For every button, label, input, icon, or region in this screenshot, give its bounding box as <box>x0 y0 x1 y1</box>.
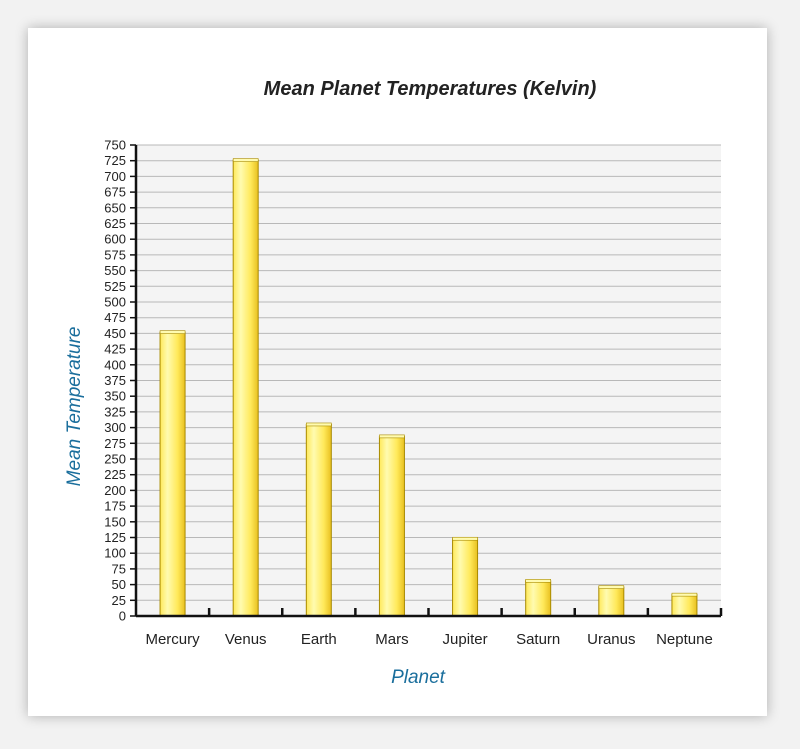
y-tick-label: 225 <box>104 467 126 482</box>
y-tick-label: 125 <box>104 530 126 545</box>
y-tick-label: 300 <box>104 420 126 435</box>
axes <box>130 144 723 618</box>
y-tick-label: 275 <box>104 436 126 451</box>
bar-mars <box>378 435 405 617</box>
y-tick-label: 650 <box>104 200 126 215</box>
y-tick-label: 200 <box>104 483 126 498</box>
y-tick-label: 500 <box>104 295 126 310</box>
y-tick-label: 325 <box>104 404 126 419</box>
y-tick-label: 425 <box>104 342 126 357</box>
x-tick-label: Saturn <box>516 631 560 648</box>
bar-cap-saturn <box>525 579 551 583</box>
y-tick-label: 175 <box>104 499 126 514</box>
bar-cap-earth <box>306 422 332 427</box>
x-tick-label: Jupiter <box>443 631 488 648</box>
y-tick-label: 100 <box>104 546 126 561</box>
x-axis-title: Planet <box>391 667 446 688</box>
y-tick-label: 25 <box>112 593 126 608</box>
bar-earth <box>305 423 332 617</box>
bar-cap-mars <box>379 434 405 439</box>
y-tick-label: 350 <box>104 389 126 404</box>
x-tick-label: Mars <box>375 631 408 648</box>
x-tick-label: Venus <box>225 631 267 648</box>
y-tick-label: 525 <box>104 279 126 294</box>
y-tick-label: 375 <box>104 373 126 388</box>
x-tick-label: Earth <box>301 631 337 648</box>
y-tick-label: 550 <box>104 263 126 278</box>
y-tick-label: 750 <box>104 138 126 153</box>
bar-saturn <box>525 580 552 617</box>
y-tick-label: 75 <box>112 561 126 576</box>
bar-cap-jupiter <box>452 536 478 541</box>
bar-neptune <box>671 594 698 617</box>
x-tick-label: Mercury <box>145 631 200 648</box>
bar-chart: 0255075100125150175200225250275300325350… <box>64 78 723 688</box>
bar-cap-venus <box>232 158 259 162</box>
y-tick-label: 50 <box>112 577 126 592</box>
y-tick-label: 725 <box>104 153 126 168</box>
bar-cap-neptune <box>671 592 698 597</box>
bar-jupiter <box>452 538 479 617</box>
bar-venus <box>232 159 259 617</box>
y-tick-label: 625 <box>104 216 126 231</box>
bars <box>159 158 698 617</box>
y-tick-label: 475 <box>104 310 126 325</box>
y-tick-label: 575 <box>104 247 126 262</box>
y-tick-label: 450 <box>104 326 126 341</box>
y-tick-label: 250 <box>104 452 126 467</box>
bar-cap-mercury <box>159 330 186 334</box>
y-axis-title: Mean Temperature <box>64 326 85 486</box>
y-tick-label: 0 <box>119 609 126 624</box>
chart-card: 0 25 50 75 100 125 150 175 200 225 250 275 300 325 350… <box>28 28 767 716</box>
x-tick-label: Uranus <box>587 631 635 648</box>
x-tick-labels: Mercury Venus Earth Mars Jupiter Saturn Uranus… <box>145 631 712 648</box>
bar-mercury <box>159 331 186 617</box>
y-tick-labels: 0255075100125150175200225250275300325350… <box>104 138 126 624</box>
bar-cap-uranus <box>598 585 625 589</box>
y-tick-label: 400 <box>104 357 126 372</box>
bar-uranus <box>598 586 625 617</box>
x-tick-label: Neptune <box>656 631 713 648</box>
y-tick-label: 150 <box>104 514 126 529</box>
y-tick-label: 675 <box>104 185 126 200</box>
y-tick-label: 600 <box>104 232 126 247</box>
y-tick-label: 700 <box>104 169 126 184</box>
chart-title: Mean Planet Temperatures (Kelvin) <box>264 78 597 100</box>
